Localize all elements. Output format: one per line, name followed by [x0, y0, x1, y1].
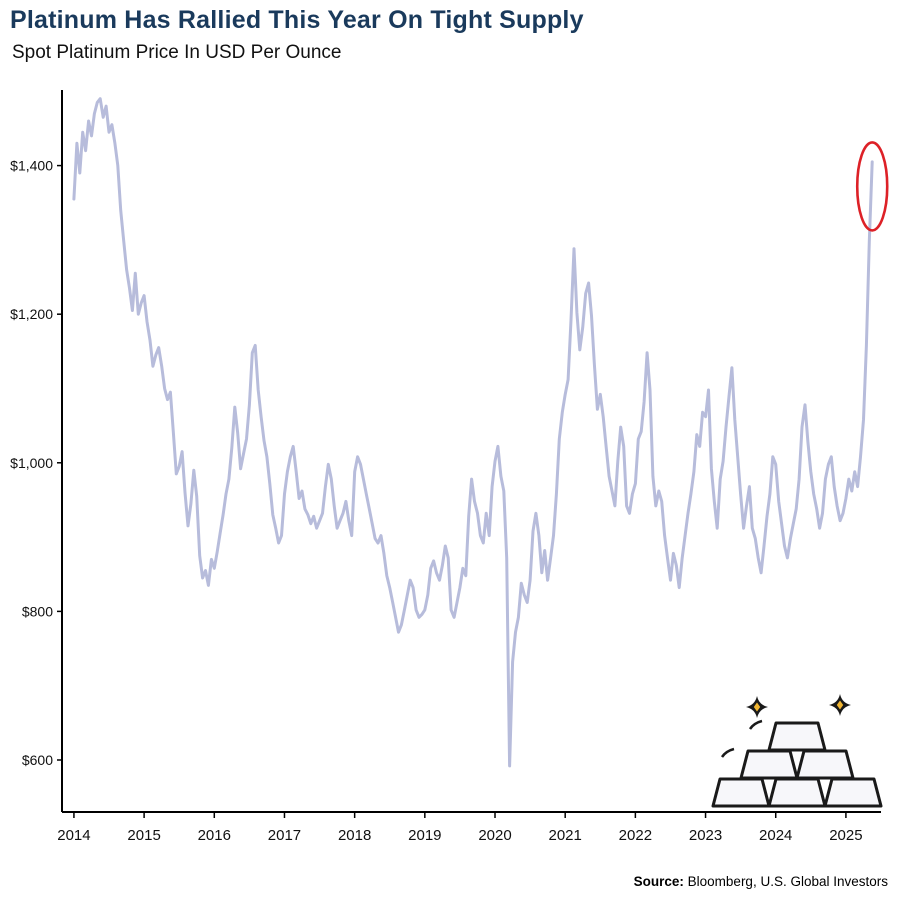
- x-tick-label: 2016: [198, 827, 231, 844]
- shine-dash: [748, 719, 763, 730]
- price-line: [72, 97, 874, 768]
- axes: $600 $800 $1,000 $1,200 $1,400 2014 2015 2016 20…: [10, 90, 881, 844]
- x-tick-label: 2017: [268, 827, 301, 844]
- platinum-bar-icon: [739, 749, 799, 780]
- platinum-bar-icon: [711, 777, 771, 808]
- platinum-bar-icon: [767, 721, 827, 752]
- x-tick-label: 2021: [549, 827, 582, 844]
- x-tick-label: 2024: [759, 827, 792, 844]
- highlight-ellipse-layer: [855, 141, 889, 232]
- x-tick-label: 2023: [689, 827, 722, 844]
- x-tick-label: 2014: [57, 827, 90, 844]
- sparkle-icon: [746, 696, 768, 718]
- y-tick-label: $1,200: [10, 306, 53, 322]
- platinum-bar-icon: [795, 749, 855, 780]
- x-tick-label: 2022: [619, 827, 652, 844]
- source-detail: Bloomberg, U.S. Global Investors: [683, 874, 888, 889]
- platinum-bar-icon: [823, 777, 883, 808]
- x-tick-label: 2015: [127, 827, 160, 844]
- x-tick-label: 2020: [478, 827, 511, 844]
- sparkle-icon: [829, 694, 851, 716]
- y-tick-label: $600: [22, 752, 53, 768]
- x-tick-label: 2018: [338, 827, 371, 844]
- shine-dash: [720, 747, 735, 758]
- source-label: Source:: [633, 874, 684, 889]
- chart-subtitle: Spot Platinum Price In USD Per Ounce: [12, 42, 342, 63]
- price-line-layer: [72, 97, 874, 768]
- highlight-ellipse: [855, 141, 889, 232]
- platinum-bar-icon: [767, 777, 827, 808]
- y-tick-label: $800: [22, 603, 53, 619]
- x-tick-label: 2019: [408, 827, 441, 844]
- y-tick-label: $1,400: [10, 158, 53, 174]
- y-tick-label: $1,000: [10, 455, 53, 471]
- x-tick-label: 2025: [829, 827, 862, 844]
- chart-title: Platinum Has Rallied This Year On Tight …: [10, 6, 584, 34]
- platinum-bars-illustration: [711, 719, 883, 808]
- source-text: Source: Bloomberg, U.S. Global Investors: [634, 874, 888, 889]
